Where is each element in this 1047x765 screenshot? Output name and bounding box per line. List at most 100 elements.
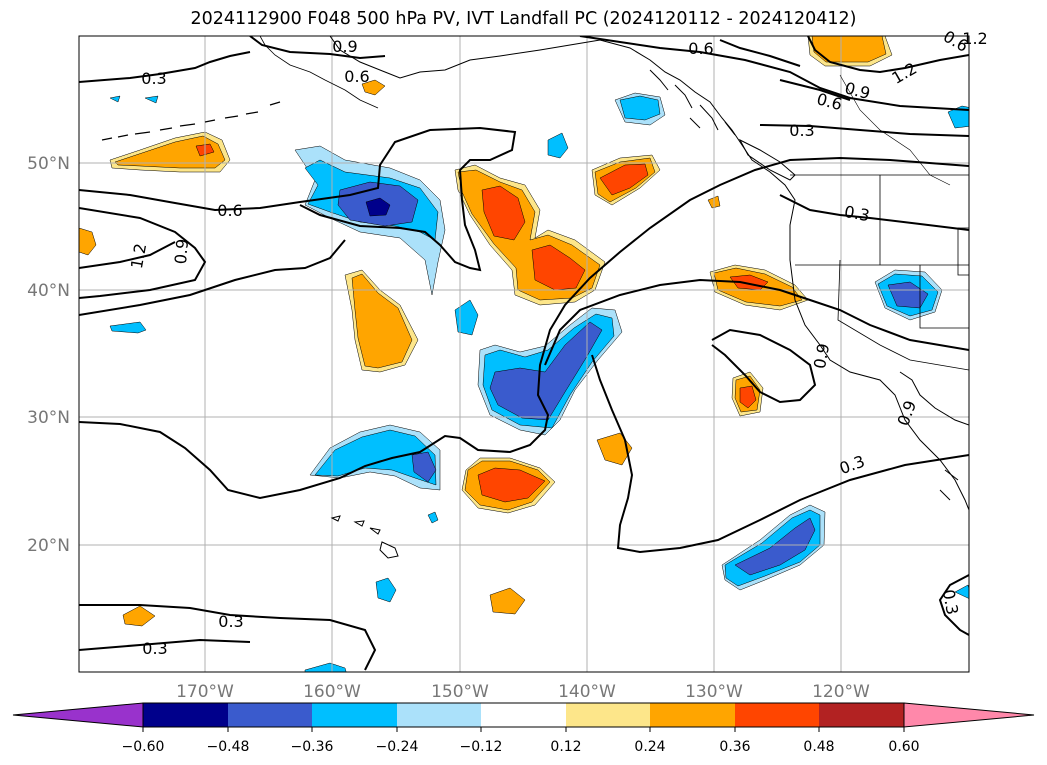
contour-label: 0.3	[939, 588, 962, 616]
lat-label: 50°N	[27, 154, 70, 174]
lon-label: 160°W	[303, 682, 361, 702]
contour-label: 0.9	[810, 342, 833, 370]
negative-anomaly-area	[947, 105, 969, 129]
colorbar-tick-label: −0.60	[122, 739, 165, 755]
colorbar-segment	[397, 703, 481, 727]
contour-label: 0.3	[789, 121, 814, 140]
positive-anomaly-area	[477, 467, 546, 503]
baja-islands	[939, 469, 959, 501]
contour-label: 0.6	[217, 201, 242, 220]
contour-label: 0.3	[142, 639, 167, 658]
colorbar-tick-label: −0.36	[291, 739, 334, 755]
negative-anomaly-area	[454, 299, 479, 336]
inland-boundary	[839, 74, 951, 186]
shading-layer	[79, 36, 969, 672]
lon-label: 150°W	[431, 682, 489, 702]
contour-label: 0.3	[218, 612, 243, 631]
colorbar-max-extension	[903, 702, 1035, 728]
contour-label: 0.3	[141, 69, 166, 88]
colorbar-ticks	[142, 727, 905, 732]
inland-boundary	[837, 259, 969, 371]
lon-label: 130°W	[685, 682, 743, 702]
colorbar-segment	[228, 703, 312, 727]
alaska-coast	[259, 36, 379, 109]
negative-anomaly-area	[365, 197, 391, 217]
colorbar-tick-label: −0.12	[460, 739, 503, 755]
map-plot	[79, 36, 969, 672]
contour-label: 0.9	[332, 37, 357, 56]
positive-anomaly-area	[596, 432, 633, 466]
colorbar-tick-label: 0.12	[550, 739, 581, 755]
colorbar-tick-labels: −0.60 −0.48 −0.36 −0.24 −0.12 0.12 0.24 …	[122, 739, 920, 755]
lon-label: 120°W	[812, 682, 870, 702]
hawaii-islands	[330, 515, 399, 559]
map-gridlines	[79, 36, 969, 672]
colorbar-tick-label: 0.60	[888, 739, 919, 755]
colorbar-min-extension	[12, 702, 144, 728]
colorbar-segment	[143, 703, 228, 727]
positive-anomaly-area	[489, 587, 526, 615]
longitude-labels: 170°W 160°W 150°W 140°W 130°W 120°W	[176, 682, 870, 702]
positive-anomaly-area	[79, 227, 97, 256]
lon-label: 140°W	[558, 682, 616, 702]
border-line	[790, 174, 969, 329]
positive-anomaly-area	[351, 273, 413, 369]
positive-anomaly-area	[739, 385, 757, 409]
map-title: 2024112900 F048 500 hPa PV, IVT Landfall…	[190, 9, 857, 29]
negative-anomaly-area	[144, 95, 159, 104]
positive-anomaly-area	[361, 79, 386, 96]
contour-lines	[79, 36, 969, 671]
negative-anomaly-area	[734, 517, 816, 576]
colorbar-tick-label: −0.48	[207, 739, 250, 755]
colorbar-segment	[735, 703, 819, 727]
colorbar-tick-label: 0.48	[803, 739, 834, 755]
colorbar-tick-label: 0.36	[719, 739, 750, 755]
southeast-alaska-islands	[649, 69, 736, 136]
gulf-of-california-coastline	[899, 371, 969, 426]
negative-anomaly-area	[109, 95, 121, 103]
colorbar-segment	[819, 703, 904, 727]
colorbar-segment	[566, 703, 650, 727]
colorbar: −0.60 −0.48 −0.36 −0.24 −0.12 0.12 0.24 …	[12, 702, 1035, 755]
colorbar-tick-label: 0.24	[634, 739, 665, 755]
colorbar-segment	[312, 703, 397, 727]
north-america-coastline	[329, 36, 969, 511]
contour-label: 0.9	[171, 238, 192, 265]
contour-label: 0.6	[344, 67, 369, 86]
positive-anomaly-area	[481, 185, 526, 241]
lat-label: 30°N	[27, 408, 70, 428]
positive-anomaly-area	[122, 605, 156, 627]
negative-anomaly-area	[304, 662, 347, 672]
contour-label: 1.2	[127, 242, 150, 270]
contour-label: 1.2	[888, 59, 920, 88]
negative-anomaly-area	[887, 281, 929, 309]
aleutian-islands	[101, 101, 281, 141]
contour-label: 0.6	[815, 89, 845, 114]
lat-label: 40°N	[27, 281, 70, 301]
positive-anomaly-area	[811, 36, 887, 63]
vancouver-island	[738, 138, 796, 181]
map-frame	[78, 35, 970, 673]
positive-anomaly-area	[599, 163, 649, 196]
negative-anomaly-area	[489, 321, 603, 421]
negative-anomaly-area	[375, 577, 397, 603]
positive-anomaly-area	[114, 135, 226, 169]
negative-anomaly-area	[619, 95, 661, 121]
colorbar-frame	[142, 702, 905, 728]
negative-anomaly-area	[547, 132, 569, 159]
contour-label: 0.6	[688, 39, 713, 58]
negative-anomaly-area	[954, 584, 969, 599]
negative-anomaly-area	[427, 511, 439, 524]
colorbar-segment	[650, 703, 735, 727]
lon-label: 170°W	[176, 682, 234, 702]
positive-anomaly-area	[531, 244, 586, 291]
contour-label: 0.3	[843, 202, 871, 225]
latitude-labels: 50°N 40°N 30°N 20°N	[27, 154, 70, 556]
colorbar-tick-label: −0.24	[376, 739, 419, 755]
negative-anomaly-area	[411, 451, 437, 483]
contour-label: 1.2	[962, 29, 987, 48]
coastlines	[101, 36, 969, 559]
colorbar-segment	[481, 703, 566, 727]
negative-anomaly-area	[109, 321, 147, 334]
